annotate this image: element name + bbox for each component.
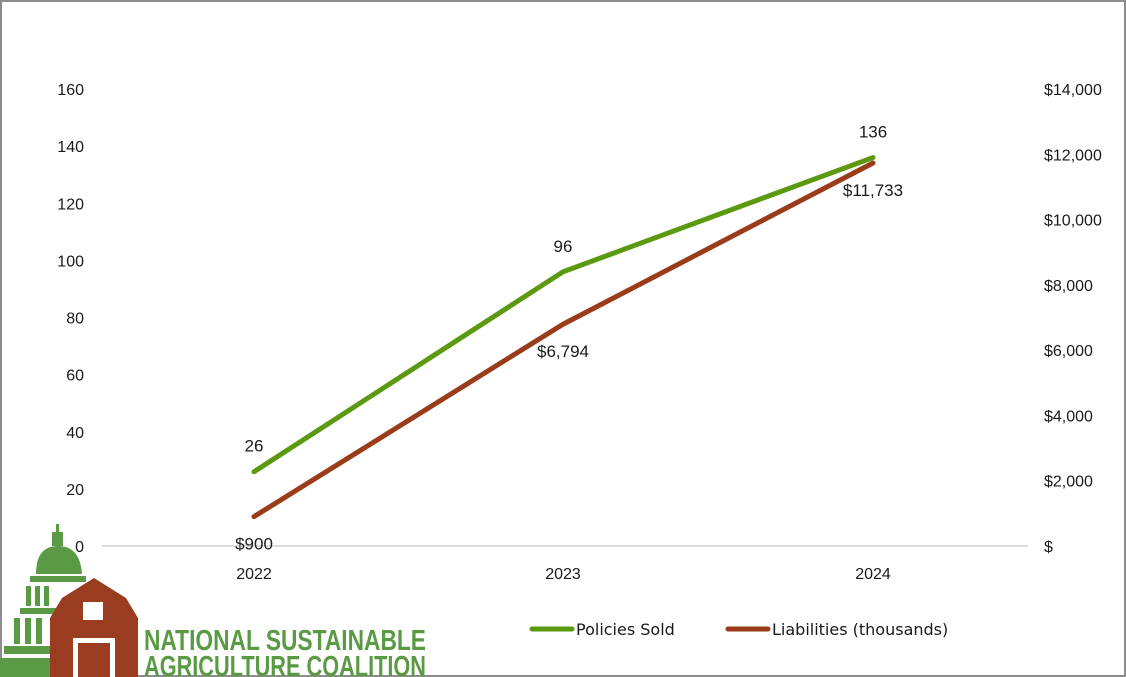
logo-line2: AGRICULTURE COALITION (144, 651, 426, 677)
x-tick-label: 2023 (545, 566, 581, 583)
right-tick-label: $8,000 (1044, 278, 1093, 295)
left-axis: 0 20 40 60 80 100 120 140 160 (57, 82, 84, 556)
policies-data-label: 136 (859, 123, 887, 142)
policies-data-label: 26 (245, 437, 264, 456)
right-tick-label: $14,000 (1044, 82, 1102, 99)
left-tick-label: 120 (57, 196, 84, 213)
series-group (251, 155, 876, 520)
legend-label-liabilities: Liabilities (thousands) (772, 620, 948, 639)
left-tick-label: 0 (75, 539, 84, 556)
left-tick-label: 160 (57, 82, 84, 99)
right-tick-label: $4,000 (1044, 408, 1093, 425)
liabilities-data-label: $6,794 (537, 342, 589, 361)
right-tick-label: $ (1044, 539, 1053, 556)
liabilities-line (251, 160, 876, 520)
liabilities-data-label: $900 (235, 535, 273, 554)
left-tick-label: 20 (66, 482, 84, 499)
left-tick-label: 60 (66, 368, 84, 385)
right-tick-label: $6,000 (1044, 343, 1093, 360)
policies-sold-line (251, 155, 876, 475)
legend-label-policies: Policies Sold (576, 620, 675, 639)
nsac-logo: NATIONAL SUSTAINABLE AGRICULTURE COALITI… (0, 524, 426, 677)
x-tick-label: 2022 (236, 566, 272, 583)
barn-icon (50, 578, 138, 677)
legend: Policies Sold Liabilities (thousands) (529, 620, 948, 639)
left-tick-label: 40 (66, 425, 84, 442)
x-tick-label: 2024 (855, 566, 891, 583)
left-tick-label: 80 (66, 311, 84, 328)
policies-data-label: 96 (554, 237, 573, 256)
left-tick-label: 100 (57, 253, 84, 270)
right-tick-label: $10,000 (1044, 213, 1102, 230)
data-labels: 26 96 136 $900 $6,794 $11,733 (235, 123, 903, 554)
right-tick-label: $12,000 (1044, 147, 1102, 164)
right-axis: $ $2,000 $4,000 $6,000 $8,000 $10,000 $12,000 $… (1044, 82, 1102, 556)
liabilities-data-label: $11,733 (843, 181, 903, 200)
x-axis: 2022 2023 2024 (236, 566, 891, 583)
left-tick-label: 140 (57, 139, 84, 156)
right-tick-label: $2,000 (1044, 474, 1093, 491)
logo-line1: NATIONAL SUSTAINABLE (144, 625, 426, 657)
